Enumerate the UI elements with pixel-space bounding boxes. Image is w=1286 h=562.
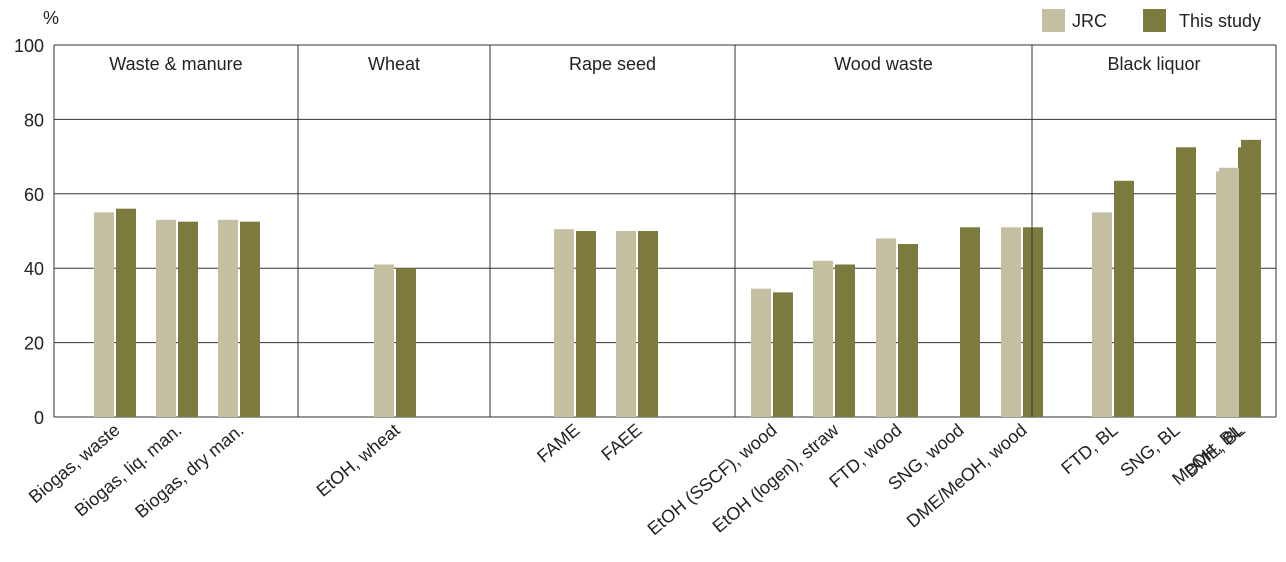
bar-this-study: [960, 227, 980, 417]
bar-jrc: [1092, 212, 1112, 417]
y-tick-label: 40: [24, 259, 44, 279]
bar-jrc: [616, 231, 636, 417]
group-label: Waste & manure: [109, 54, 242, 74]
bar-this-study: [178, 221, 198, 417]
bar-this-study: [835, 264, 855, 417]
bars: [94, 139, 1261, 418]
bar-jrc: [156, 219, 176, 417]
legend-label: JRC: [1072, 11, 1107, 31]
bar-jrc: [751, 288, 771, 417]
y-tick-label: 0: [34, 408, 44, 428]
bar-jrc: [876, 238, 896, 417]
group-dividers: [297, 45, 1033, 417]
legend: JRC This study: [1042, 9, 1261, 32]
bar-this-study: [773, 292, 793, 417]
bar-this-study: [1023, 227, 1043, 417]
x-tick-label: Biogas, dry man.: [131, 420, 247, 522]
x-tick-label: EtOH, wheat: [313, 420, 404, 501]
legend-swatch: [1143, 9, 1166, 32]
x-tick-label: DME, BL: [1181, 420, 1249, 482]
bar-jrc: [374, 264, 394, 417]
x-tick-label: DME/MeOH, wood: [903, 420, 1031, 532]
x-tick-label: Biogas, liq. man.: [71, 420, 186, 521]
bar-this-study: [240, 221, 260, 417]
bar-this-study: [1176, 147, 1196, 418]
legend-label: This study: [1179, 11, 1261, 31]
bar-jrc: [1001, 227, 1021, 417]
bar-this-study: [638, 231, 658, 417]
y-axis-label: %: [43, 8, 59, 28]
bar-jrc: [813, 260, 833, 417]
x-tick-label: FTD, BL: [1057, 420, 1121, 478]
x-tick-label: FAME: [533, 420, 583, 467]
group-label: Rape seed: [569, 54, 656, 74]
bar-this-study: [396, 268, 416, 417]
group-label: Wood waste: [834, 54, 933, 74]
bar-this-study: [576, 231, 596, 417]
bar-this-study: [1241, 139, 1261, 418]
bar-jrc: [218, 219, 238, 417]
group-label: Wheat: [368, 54, 420, 74]
bar-this-study: [1114, 180, 1134, 417]
group-label: Black liquor: [1107, 54, 1200, 74]
group-labels: Waste & manure Wheat Rape seed Wood waste Bl…: [109, 54, 1200, 74]
bar-jrc: [554, 229, 574, 417]
y-tick-label: 80: [24, 110, 44, 130]
y-tick-label: 100: [14, 36, 44, 56]
y-tick-label: 20: [24, 334, 44, 354]
legend-swatch: [1042, 9, 1065, 32]
x-tick-label: FAEE: [597, 420, 645, 465]
bar-jrc: [94, 212, 114, 417]
bar-this-study: [116, 208, 136, 417]
bar-this-study: [898, 244, 918, 417]
y-tick-label: 60: [24, 185, 44, 205]
bar-jrc: [1219, 167, 1239, 417]
y-tick-labels: 0 20 40 60 80 100: [14, 36, 44, 428]
